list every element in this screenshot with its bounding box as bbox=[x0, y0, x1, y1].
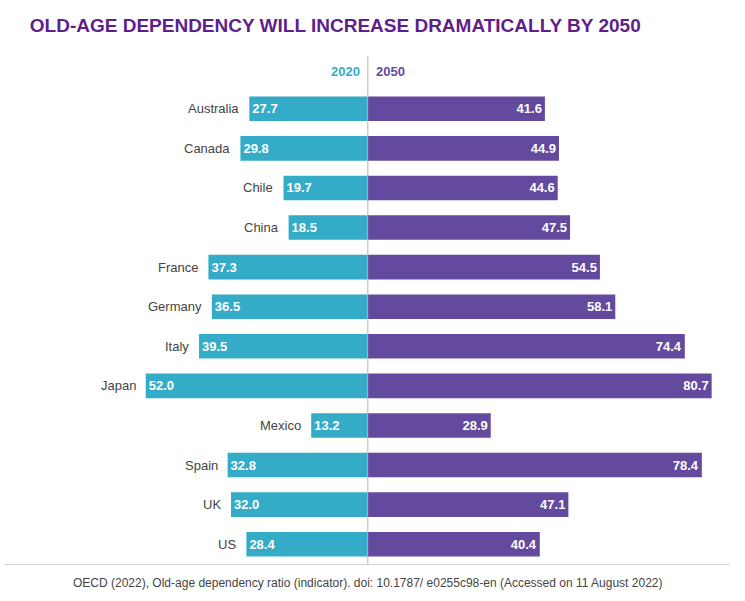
svg-text:Chile: Chile bbox=[243, 180, 273, 195]
svg-text:47.5: 47.5 bbox=[542, 220, 567, 235]
svg-text:Japan: Japan bbox=[101, 378, 136, 393]
svg-text:OLD-AGE DEPENDENCY WILL INCREA: OLD-AGE DEPENDENCY WILL INCREASE DRAMATI… bbox=[30, 15, 641, 36]
svg-text:19.7: 19.7 bbox=[286, 180, 311, 195]
svg-text:44.9: 44.9 bbox=[531, 141, 556, 156]
svg-text:37.3: 37.3 bbox=[211, 260, 236, 275]
svg-text:78.4: 78.4 bbox=[673, 458, 699, 473]
svg-text:41.6: 41.6 bbox=[517, 101, 542, 116]
svg-text:36.5: 36.5 bbox=[215, 299, 240, 314]
svg-text:32.8: 32.8 bbox=[231, 458, 256, 473]
svg-text:Canada: Canada bbox=[184, 141, 230, 156]
svg-text:54.5: 54.5 bbox=[572, 260, 597, 275]
svg-text:32.0: 32.0 bbox=[234, 497, 259, 512]
svg-text:80.7: 80.7 bbox=[683, 378, 708, 393]
svg-text:US: US bbox=[218, 537, 236, 552]
svg-text:China: China bbox=[244, 220, 279, 235]
svg-text:44.6: 44.6 bbox=[529, 180, 554, 195]
svg-text:27.7: 27.7 bbox=[252, 101, 277, 116]
svg-text:Australia: Australia bbox=[188, 101, 239, 116]
svg-text:47.1: 47.1 bbox=[540, 497, 565, 512]
svg-text:Germany: Germany bbox=[148, 299, 202, 314]
svg-text:18.5: 18.5 bbox=[292, 220, 317, 235]
svg-text:39.5: 39.5 bbox=[202, 339, 227, 354]
svg-text:74.4: 74.4 bbox=[656, 339, 682, 354]
svg-text:Spain: Spain bbox=[185, 458, 218, 473]
svg-text:OECD (2022), Old-age dependenc: OECD (2022), Old-age dependency ratio (i… bbox=[73, 576, 662, 590]
svg-text:2050: 2050 bbox=[376, 64, 405, 79]
svg-text:2020: 2020 bbox=[331, 64, 360, 79]
svg-text:52.0: 52.0 bbox=[149, 378, 174, 393]
svg-text:Italy: Italy bbox=[165, 339, 189, 354]
svg-text:40.4: 40.4 bbox=[511, 537, 537, 552]
svg-text:Mexico: Mexico bbox=[260, 418, 301, 433]
svg-text:13.2: 13.2 bbox=[314, 418, 339, 433]
svg-text:58.1: 58.1 bbox=[587, 299, 612, 314]
svg-text:UK: UK bbox=[203, 497, 221, 512]
svg-text:29.8: 29.8 bbox=[243, 141, 268, 156]
svg-text:France: France bbox=[158, 260, 198, 275]
svg-text:28.4: 28.4 bbox=[249, 537, 275, 552]
svg-text:28.9: 28.9 bbox=[462, 418, 487, 433]
